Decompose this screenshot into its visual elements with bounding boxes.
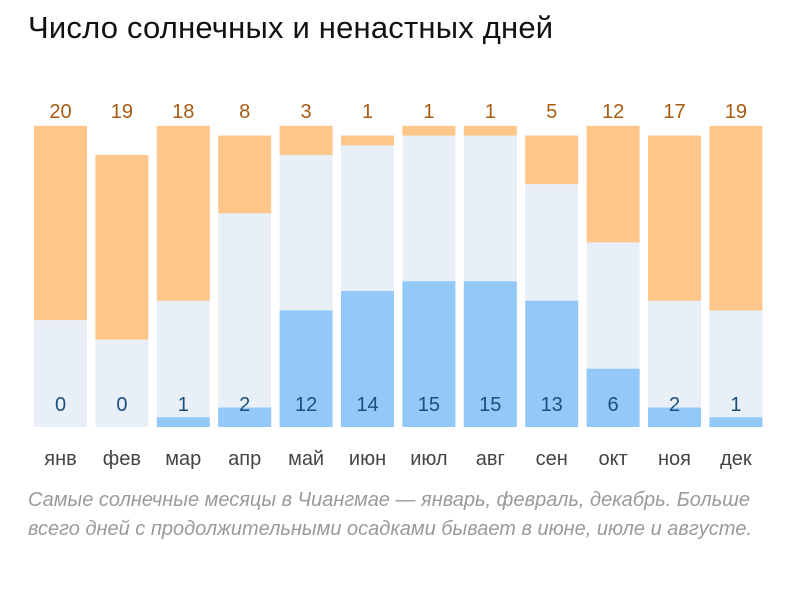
month-tick-label: июл [410,448,447,470]
bar-rainy-2 [156,417,210,427]
rainy-value-label: 15 [418,394,440,416]
sunny-value-label: 5 [546,101,557,123]
rainy-value-label: 6 [608,394,619,416]
sunny-value-label: 12 [602,101,624,123]
bar-rainy-10 [648,407,701,427]
rainy-value-label: 1 [730,394,741,416]
bar-rainy-5 [341,291,394,427]
rainy-value-label: 2 [239,394,250,416]
rainy-value-label: 0 [55,394,66,416]
chart-title: Число солнечных и ненастных дней [28,10,554,45]
month-tick-label: фев [103,448,141,470]
stacked-bar-chart: 200янв190фев181мар82апр312май114июн115ию… [34,101,763,470]
bar-rainy-9 [586,368,640,427]
bar-rainy-3 [218,407,272,427]
rainy-value-label: 1 [178,394,189,416]
sunny-value-label: 17 [663,101,685,123]
rainy-value-label: 12 [295,394,317,416]
sunny-value-label: 3 [301,101,312,123]
rainy-value-label: 15 [479,394,501,416]
month-tick-label: апр [228,448,261,470]
sunny-value-label: 19 [111,101,133,123]
bar-sunny-3 [218,135,272,214]
bar-sunny-4 [279,125,333,155]
bar-rainy-8 [525,300,579,427]
sunny-value-label: 19 [725,101,747,123]
bar-rainy-4 [279,310,333,427]
month-tick-label: авг [476,448,505,470]
bar-sunny-2 [156,125,210,301]
month-tick-label: мар [165,448,201,470]
sunny-value-label: 1 [485,101,496,123]
sunny-value-label: 18 [172,101,194,123]
bar-sunny-10 [648,135,701,301]
month-tick-label: июн [349,448,386,470]
month-tick-label: сен [536,448,568,470]
bar-rainy-7 [463,281,517,427]
month-tick-label: дек [720,448,752,470]
month-tick-label: ноя [658,448,691,470]
bar-sunny-6 [402,125,456,136]
bar-sunny-7 [463,125,517,136]
sunny-value-label: 8 [239,101,250,123]
bar-sunny-5 [341,135,394,146]
rainy-value-label: 14 [356,394,378,416]
month-tick-label: янв [44,448,77,470]
rainy-value-label: 0 [116,394,127,416]
bar-sunny-0 [34,125,87,321]
month-tick-label: май [288,448,324,470]
month-tick-label: окт [598,448,627,470]
bar-rainy-11 [709,417,763,427]
sunny-value-label: 20 [49,101,71,123]
bar-sunny-8 [525,135,579,185]
bar-sunny-9 [586,125,640,243]
bar-rainy-6 [402,281,456,427]
rainy-value-label: 2 [669,394,680,416]
bar-sunny-1 [95,155,149,340]
chart-caption: Самые солнечные месяцы в Чиангмае — янва… [28,489,753,540]
rainy-value-label: 13 [541,394,563,416]
sunny-value-label: 1 [362,101,373,123]
sunny-value-label: 1 [423,101,434,123]
bar-sunny-11 [709,125,763,311]
